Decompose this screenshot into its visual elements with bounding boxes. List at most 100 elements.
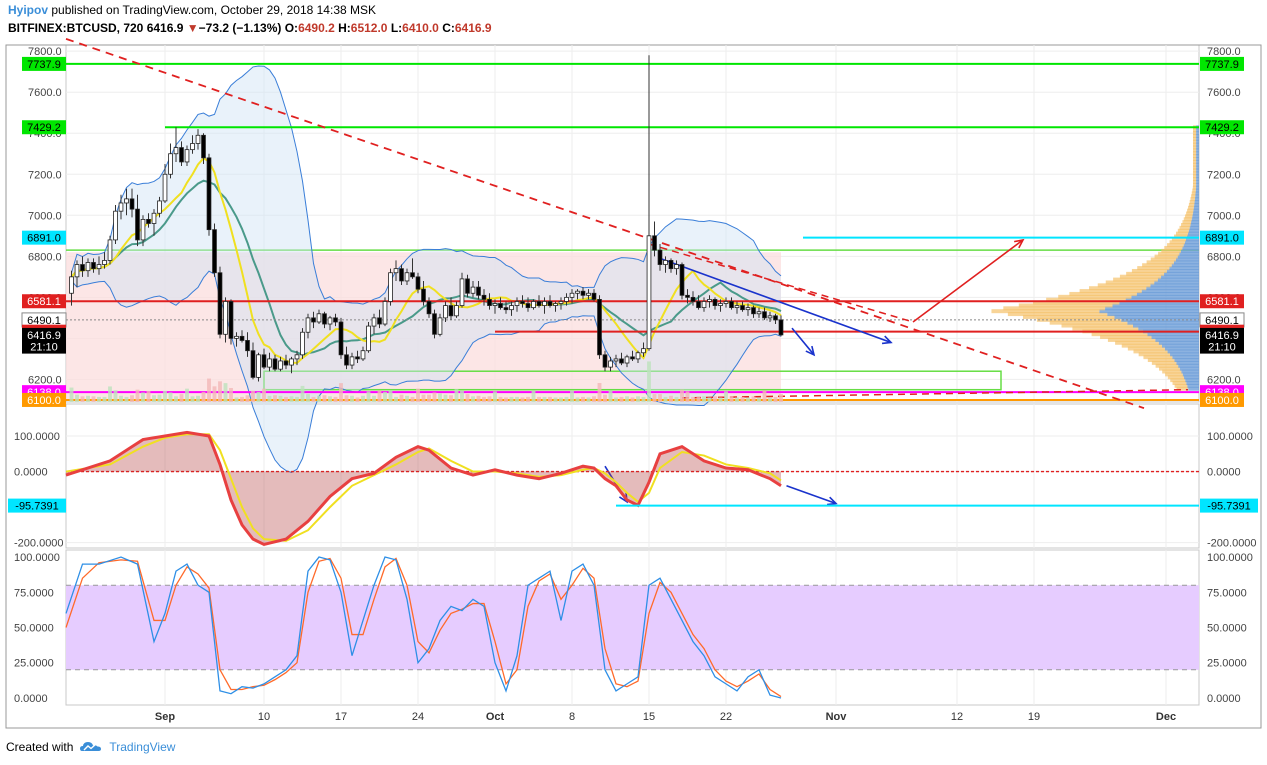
candle-body	[756, 311, 762, 315]
volume-profile-bar	[1127, 320, 1199, 325]
price-tag-right: 6416.9	[1200, 327, 1244, 342]
y-tick-label-left: 6200.0	[28, 374, 62, 386]
candle-body	[388, 272, 393, 302]
volume-profile-bar	[1018, 303, 1113, 308]
volume-bar	[108, 386, 112, 402]
volume-profile-bar	[1162, 369, 1182, 374]
candle-body	[773, 315, 778, 321]
price-tag-left: 6490.1	[21, 312, 67, 328]
volume-profile-bar	[1193, 136, 1197, 141]
price-tag-label: 21:10	[1208, 342, 1236, 354]
price-tag-label: 7737.9	[27, 59, 61, 71]
volume-profile-bar	[1061, 323, 1134, 328]
volume-bar	[394, 396, 398, 402]
price-tag-label: 6581.1	[1205, 296, 1239, 308]
published-text: published on TradingView.com, October 29…	[48, 3, 376, 17]
volume-bar	[531, 390, 536, 402]
volume-profile-bar	[1193, 168, 1197, 173]
volume-profile-bar	[1058, 294, 1132, 299]
volume-profile-bar	[1146, 286, 1199, 291]
candle-body	[558, 301, 564, 304]
volume-bar	[196, 395, 200, 402]
candle-body	[261, 354, 267, 368]
volume-bar	[614, 397, 618, 402]
candle-body	[575, 290, 580, 294]
volume-bar	[553, 397, 558, 402]
volume-bar	[652, 394, 657, 402]
candle-body	[168, 153, 173, 175]
volume-profile-bar	[1177, 228, 1189, 233]
price-tag-left: 6891.0	[22, 230, 66, 245]
candle	[382, 297, 388, 327]
volume-profile-bar	[1072, 326, 1139, 331]
tradingview-link[interactable]: TradingView	[109, 740, 176, 754]
volume-profile-bar	[1107, 312, 1199, 317]
volume-bar	[201, 391, 206, 402]
x-tick-label: Sep	[155, 711, 175, 723]
volume-profile-bar	[1007, 312, 1108, 317]
candle-body	[685, 294, 690, 298]
candle-body	[311, 317, 316, 323]
volume-bar	[718, 397, 723, 402]
volume-bar	[91, 396, 96, 402]
stoch-k-line	[65, 556, 782, 699]
candle-body	[624, 356, 630, 364]
volume-bar	[322, 395, 327, 402]
candle-body	[360, 350, 366, 360]
volume-profile-bar	[1049, 320, 1128, 325]
candle	[767, 311, 773, 322]
volume-bar	[768, 397, 772, 402]
volume-profile-bar	[1172, 380, 1187, 385]
price-change: −73.2 (−1.13%)	[198, 21, 282, 35]
price-tag-bg	[22, 294, 66, 309]
candle-body	[591, 292, 597, 300]
volume-bar	[273, 395, 277, 402]
candle	[443, 301, 448, 322]
volume-profile-bar	[1193, 162, 1197, 167]
candle	[701, 297, 707, 312]
candle-body	[487, 299, 492, 306]
candle	[217, 266, 223, 339]
volume-bar	[130, 395, 134, 402]
volume-bar	[388, 390, 393, 402]
candle	[663, 256, 668, 273]
blue-arrow-small-head	[805, 345, 816, 357]
volume-bar	[234, 397, 239, 402]
candle-body	[421, 288, 426, 302]
volume-profile-bar	[1150, 283, 1199, 288]
volume-profile-bar	[1196, 131, 1199, 136]
volume-profile-bar	[1196, 185, 1199, 190]
x-tick-label: 10	[258, 711, 270, 723]
volume-bar	[146, 390, 151, 402]
candle	[80, 256, 85, 277]
price-tag-left: 6416.9	[22, 327, 66, 342]
volume-bar	[300, 385, 305, 402]
volume-bar	[757, 397, 761, 402]
price-tag-right: 6581.1	[1200, 294, 1244, 309]
volume-bar	[696, 396, 701, 402]
stoch-y-label-left: 100.0000	[14, 552, 60, 564]
candle	[674, 260, 679, 275]
candle-body	[322, 313, 327, 325]
tradingview-cloud-icon	[80, 742, 102, 751]
volume-bar	[504, 397, 508, 402]
candle	[162, 164, 168, 203]
candle	[366, 321, 371, 353]
volume-bar	[141, 392, 145, 402]
volume-profile-bar	[1193, 177, 1197, 182]
price-tag-bg	[1200, 120, 1244, 135]
volume-bar	[311, 396, 316, 402]
volume-profile-bar	[1196, 182, 1199, 187]
candle-body	[712, 299, 718, 306]
volume-profile-bar	[1182, 220, 1192, 225]
volume-bar	[344, 395, 349, 402]
price-tag-bg	[22, 230, 66, 245]
candle-body	[393, 268, 399, 274]
candle-body	[542, 301, 547, 306]
oscillator-pane	[65, 403, 1200, 549]
volume-profile-bar	[1196, 151, 1199, 156]
author-link[interactable]: Hyipov	[8, 3, 49, 17]
candle	[421, 280, 426, 306]
candle-body	[333, 317, 338, 323]
